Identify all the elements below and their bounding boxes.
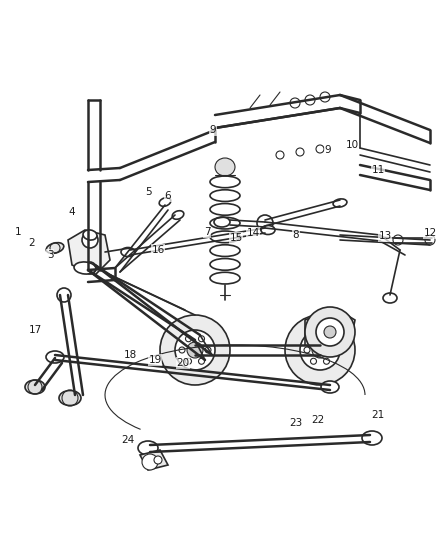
Circle shape [154,456,162,464]
Circle shape [312,342,328,358]
Circle shape [179,347,185,353]
Ellipse shape [333,199,347,207]
Ellipse shape [83,230,97,240]
Circle shape [187,342,203,358]
Circle shape [300,330,340,370]
Circle shape [84,262,96,274]
Circle shape [311,358,317,364]
Ellipse shape [362,431,382,445]
Circle shape [290,98,300,108]
Text: 20: 20 [177,358,190,368]
Text: 9: 9 [210,125,216,135]
Circle shape [304,347,310,353]
Text: 19: 19 [148,355,162,365]
Circle shape [142,454,158,470]
Ellipse shape [46,351,64,363]
Ellipse shape [46,243,64,253]
Circle shape [316,145,324,153]
Polygon shape [68,230,110,275]
Polygon shape [305,308,355,355]
Circle shape [198,358,205,364]
Circle shape [324,358,329,364]
Text: 2: 2 [28,238,35,248]
Text: 5: 5 [145,187,151,197]
Circle shape [175,330,215,370]
Circle shape [324,326,336,338]
Polygon shape [140,450,168,470]
Circle shape [296,148,304,156]
Text: 21: 21 [371,410,385,420]
Circle shape [305,307,355,357]
Ellipse shape [138,441,158,455]
Text: 3: 3 [47,250,53,260]
Circle shape [257,215,273,231]
Circle shape [305,95,315,105]
Text: 24: 24 [121,435,134,445]
Circle shape [311,336,317,342]
Circle shape [276,151,284,159]
Circle shape [425,235,435,245]
Ellipse shape [159,198,171,206]
Circle shape [316,318,344,346]
Circle shape [186,358,191,364]
Text: 1: 1 [15,227,21,237]
Text: 11: 11 [371,165,385,175]
Ellipse shape [383,293,397,303]
Text: 15: 15 [230,233,243,243]
Text: 23: 23 [290,418,303,428]
Circle shape [393,235,403,245]
Text: 4: 4 [69,207,75,217]
Ellipse shape [74,262,96,274]
Circle shape [198,336,205,342]
Circle shape [285,315,355,385]
Ellipse shape [59,391,81,406]
Circle shape [324,336,329,342]
Text: 14: 14 [246,228,260,238]
Text: 22: 22 [311,415,325,425]
Ellipse shape [215,158,235,176]
Text: 9: 9 [325,145,331,155]
Circle shape [186,336,191,342]
Ellipse shape [321,381,339,393]
Circle shape [205,347,211,353]
Circle shape [57,288,71,302]
Ellipse shape [261,225,275,235]
Text: 12: 12 [424,228,437,238]
Text: 18: 18 [124,350,137,360]
Ellipse shape [25,380,45,394]
Ellipse shape [214,217,230,227]
Ellipse shape [121,247,135,256]
Text: 17: 17 [28,325,42,335]
Circle shape [82,232,98,248]
Text: 16: 16 [152,245,165,255]
Text: 10: 10 [346,140,359,150]
Text: 7: 7 [204,227,210,237]
Text: 13: 13 [378,231,392,241]
Ellipse shape [172,211,184,219]
Text: 6: 6 [165,191,171,201]
Circle shape [320,92,330,102]
Circle shape [330,347,336,353]
Circle shape [160,315,230,385]
Text: 8: 8 [293,230,299,240]
